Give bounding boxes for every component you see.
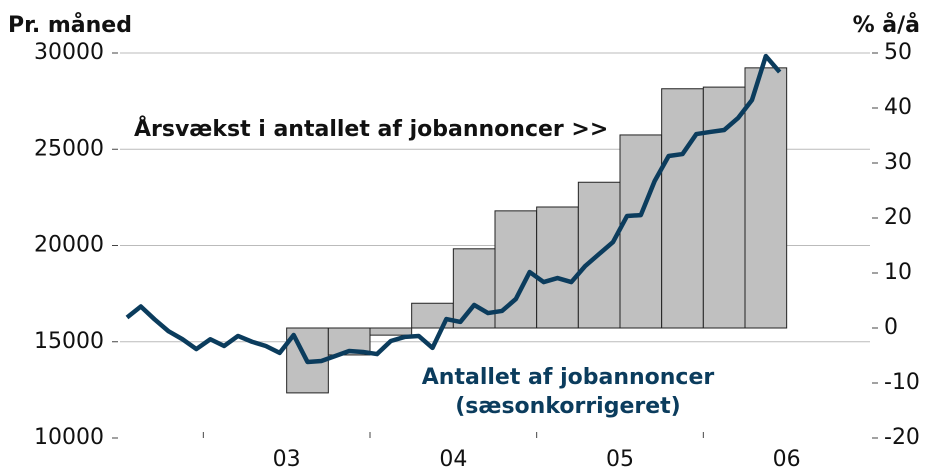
- y2-tick-label: -20: [884, 425, 920, 450]
- bar: [369, 327, 413, 336]
- y2-tick-label: 40: [884, 95, 912, 120]
- y-tick-label: 20000: [34, 233, 104, 258]
- y2-tick-label: 50: [884, 40, 912, 65]
- y2-tick-label: -10: [884, 370, 920, 395]
- annotation: Antallet af jobannoncer: [422, 365, 715, 390]
- bar: [702, 86, 746, 329]
- x-tick-label: 05: [606, 447, 634, 470]
- bar: [411, 302, 454, 329]
- x-tick-label: 04: [439, 447, 467, 470]
- annotation: (sæsonkorrigeret): [455, 394, 680, 419]
- x-tick-label: 06: [773, 447, 801, 470]
- line: [125, 53, 782, 365]
- y-tick-label: 25000: [34, 136, 104, 161]
- annotation: Årsvækst i antallet af jobannoncer >>: [134, 116, 608, 142]
- y-tick-label: 10000: [34, 425, 104, 450]
- bar: [744, 67, 788, 329]
- y2-tick-label: 0: [884, 315, 898, 340]
- y-tick-label: 15000: [34, 329, 104, 354]
- bar: [536, 206, 579, 329]
- y-axis-label: Pr. måned: [8, 12, 132, 38]
- y2-tick-label: 30: [884, 150, 912, 175]
- y2-tick-label: 20: [884, 205, 912, 230]
- bar: [619, 134, 663, 329]
- y2-tick-label: 10: [884, 260, 912, 285]
- bar: [661, 88, 704, 329]
- y2-axis-label: % å/å: [853, 12, 920, 38]
- y-tick-label: 30000: [34, 40, 104, 65]
- bar: [452, 248, 496, 329]
- x-tick-label: 03: [273, 447, 301, 470]
